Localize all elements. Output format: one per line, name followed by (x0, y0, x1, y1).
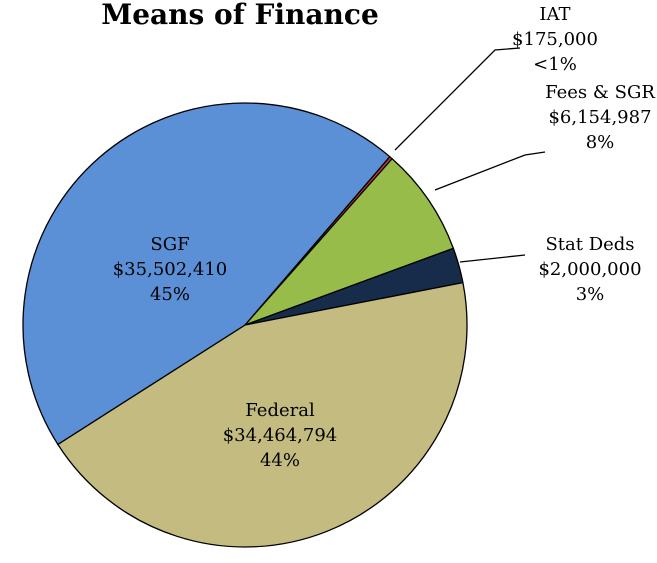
leader-line (434, 151, 546, 191)
slice-label-percent: 45% (150, 284, 190, 305)
slice-label-name: Stat Deds (545, 234, 634, 255)
leader-line (459, 254, 526, 263)
slice-label-value: $175,000 (512, 29, 598, 50)
slice-label-name: SGF (150, 234, 189, 255)
leader-line (394, 47, 521, 151)
slice-label-value: $35,502,410 (113, 259, 228, 280)
slice-label-value: $2,000,000 (538, 259, 641, 280)
slice-label-name: Federal (245, 400, 315, 421)
slice-label-value: $34,464,794 (223, 425, 338, 446)
slice-label-percent: <1% (533, 54, 577, 75)
slice-label-percent: 8% (586, 132, 615, 153)
slice-label-name: Fees & SGR (545, 82, 655, 103)
pie-slice (244, 157, 455, 326)
pie-slice (22, 102, 391, 446)
chart-title: Means of Finance (101, 0, 379, 31)
pie-slice (56, 281, 468, 548)
slice-label-percent: 44% (260, 450, 300, 471)
slice-label-value: $6,154,987 (548, 107, 651, 128)
slice-label-name: IAT (539, 4, 570, 25)
slice-label-percent: 3% (576, 284, 605, 305)
